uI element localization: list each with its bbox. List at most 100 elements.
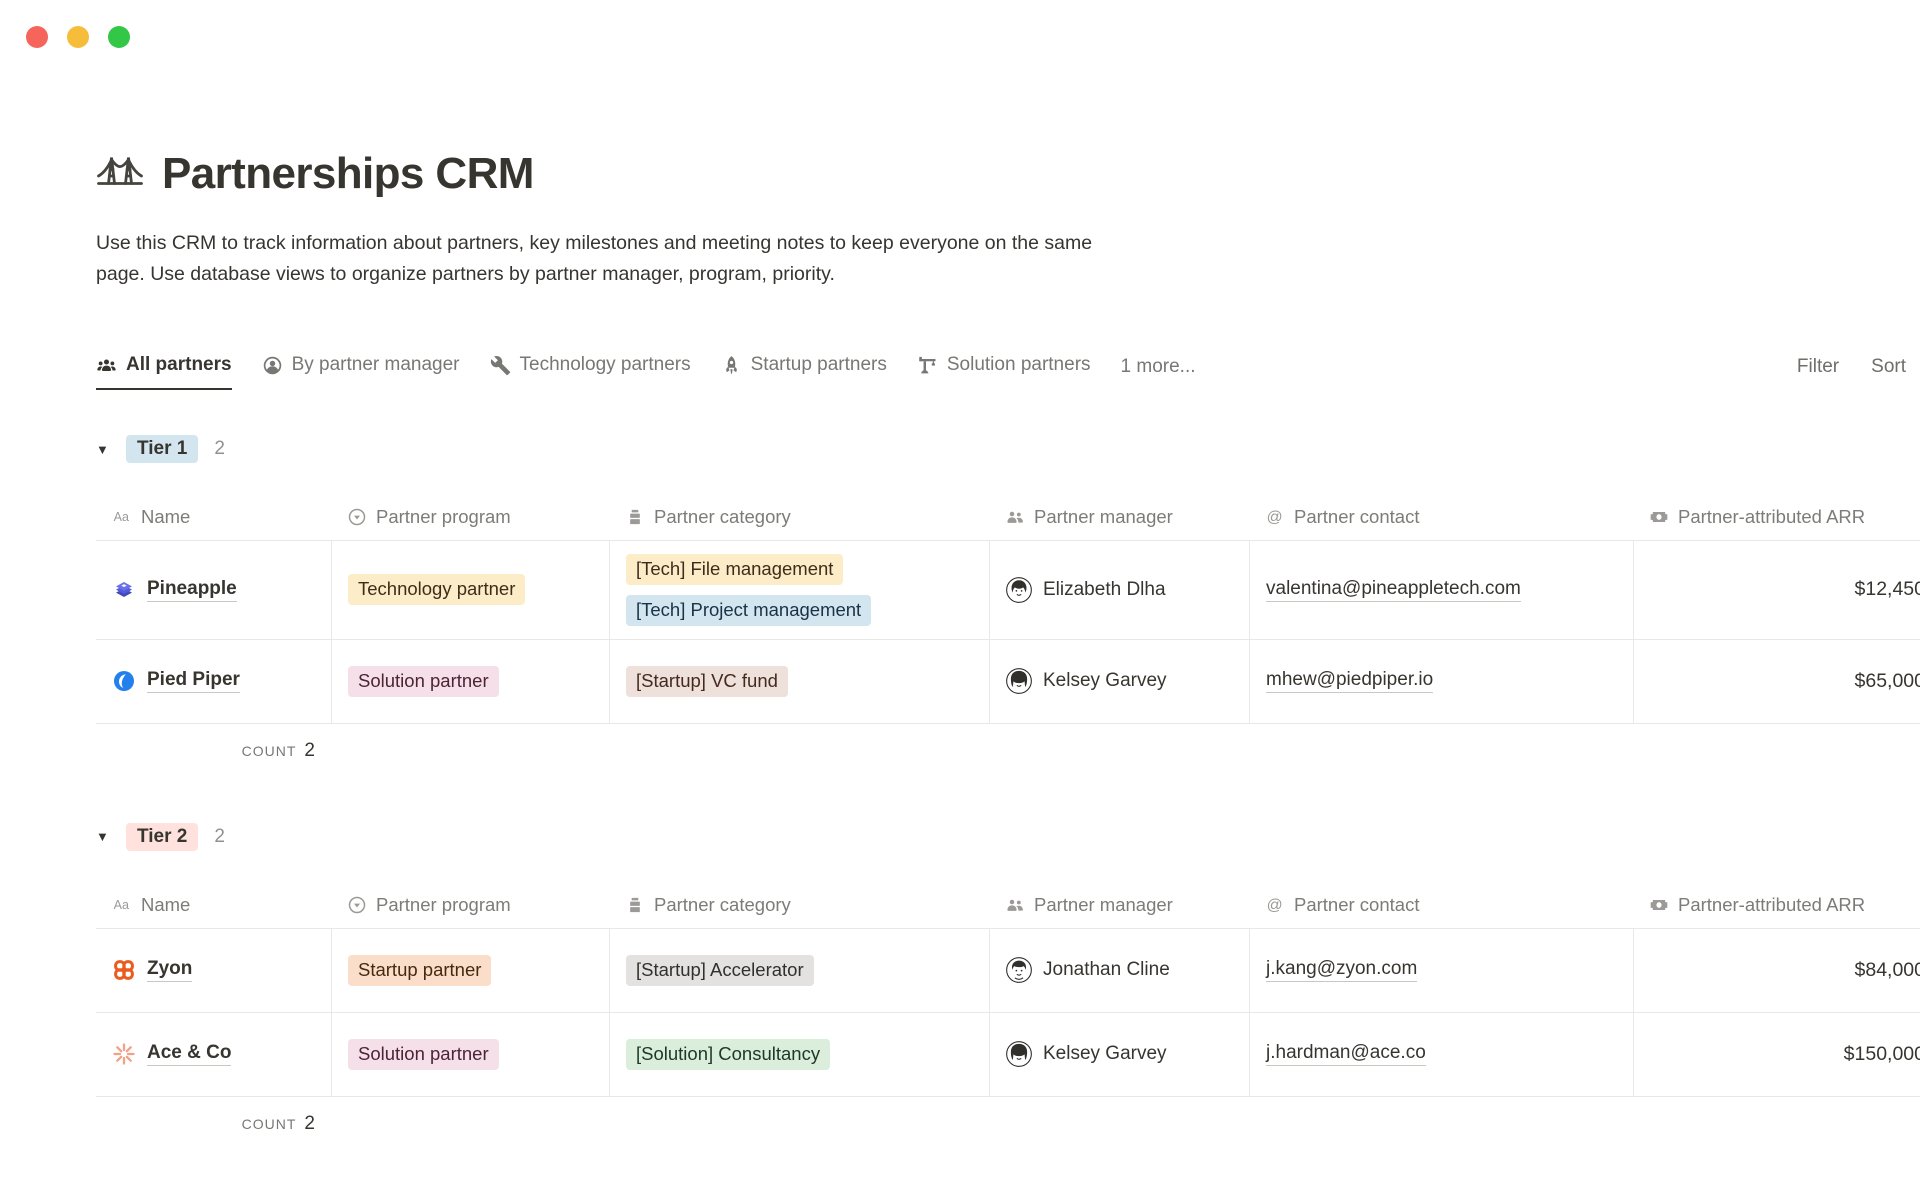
- page-description: Use this CRM to track information about …: [96, 228, 1920, 290]
- category-tag: [Solution] Consultancy: [626, 1038, 831, 1070]
- group-section-tier-1: ▼ Tier 1 2 Aa Name Partner program Partner cat…: [96, 432, 1920, 778]
- group-badge[interactable]: Tier 1: [126, 435, 199, 463]
- triangle-down-icon[interactable]: ▼: [96, 829, 109, 845]
- bridge-icon[interactable]: [96, 150, 144, 198]
- sort-button[interactable]: Sort: [1871, 356, 1906, 377]
- cell-partner-contact[interactable]: mhew@piedpiper.io: [1249, 639, 1633, 724]
- cell-partner-program[interactable]: Solution partner: [331, 639, 609, 724]
- count-value[interactable]: 2: [304, 1112, 315, 1134]
- select-icon: [347, 895, 367, 915]
- triangle-down-icon[interactable]: ▼: [96, 441, 109, 457]
- row-name-link[interactable]: Zyon: [147, 958, 193, 983]
- cell-partner-program[interactable]: Technology partner: [331, 541, 609, 640]
- group-header: ▼ Tier 1 2: [96, 432, 1920, 466]
- column-header-partner-manager[interactable]: Partner manager: [989, 882, 1249, 929]
- description-line: Use this CRM to track information about …: [96, 232, 1093, 254]
- window-controls: [26, 26, 130, 48]
- zoom-button[interactable]: [108, 26, 130, 48]
- database-groups: ▼ Tier 1 2 Aa Name Partner program Partner cat…: [96, 432, 1920, 1151]
- column-header-partner-manager[interactable]: Partner manager: [989, 494, 1249, 541]
- tab-technology-partners[interactable]: Technology partners: [490, 354, 691, 390]
- svg-text:Aa: Aa: [114, 510, 129, 524]
- cell-partner-category[interactable]: [Startup] VC fund: [609, 639, 989, 724]
- column-header-partner-attributed-arr[interactable]: Partner-attributed ARR: [1633, 882, 1920, 929]
- column-header-partner-attributed-arr[interactable]: Partner-attributed ARR: [1633, 494, 1920, 541]
- tab-startup-partners[interactable]: Startup partners: [721, 354, 887, 390]
- email-link[interactable]: j.kang@zyon.com: [1266, 958, 1418, 983]
- manager-name: Kelsey Garvey: [1043, 1043, 1167, 1065]
- cell-partner-program[interactable]: Solution partner: [331, 1012, 609, 1097]
- cell-partner-attributed-arr[interactable]: $84,000: [1633, 928, 1920, 1013]
- cell-name[interactable]: Pied Piper: [96, 640, 331, 724]
- minimize-button[interactable]: [67, 26, 89, 48]
- cell-name[interactable]: Zyon: [96, 929, 331, 1013]
- program-tag: Technology partner: [348, 574, 526, 606]
- filter-button[interactable]: Filter: [1796, 356, 1840, 377]
- manager-name: Elizabeth Dlha: [1043, 578, 1166, 600]
- group-table: Aa Name Partner program Partner category Par…: [96, 494, 1920, 724]
- tab-by-partner-manager[interactable]: By partner manager: [262, 354, 460, 390]
- column-header-partner-program[interactable]: Partner program: [331, 494, 609, 541]
- cell-partner-program[interactable]: Startup partner: [331, 928, 609, 1013]
- text-icon: Aa: [112, 895, 132, 915]
- people-icon: [1005, 895, 1025, 915]
- group-count: 2: [214, 825, 225, 847]
- page-content: Partnerships CRM Use this CRM to track i…: [96, 149, 1920, 1151]
- email-link[interactable]: mhew@piedpiper.io: [1266, 669, 1434, 694]
- svg-text:@: @: [1267, 897, 1283, 914]
- column-header-partner-category[interactable]: Partner category: [609, 494, 989, 541]
- column-header-name[interactable]: Aa Name: [96, 494, 331, 541]
- cell-partner-attributed-arr[interactable]: $65,000: [1633, 639, 1920, 724]
- column-label: Partner contact: [1294, 506, 1420, 527]
- column-header-partner-category[interactable]: Partner category: [609, 882, 989, 929]
- multi-select-icon: [625, 895, 645, 915]
- banknote-icon: [1649, 507, 1669, 527]
- cell-partner-attributed-arr[interactable]: $12,450: [1633, 541, 1920, 640]
- column-label: Partner category: [654, 506, 791, 527]
- column-label: Name: [141, 893, 191, 915]
- cell-name[interactable]: Ace & Co: [96, 1013, 331, 1097]
- cell-partner-manager[interactable]: Elizabeth Dlha: [989, 541, 1249, 640]
- piedpiper-logo: [112, 669, 136, 693]
- count-value[interactable]: 2: [304, 739, 315, 761]
- more-views-button[interactable]: 1 more...: [1120, 356, 1196, 377]
- cell-name[interactable]: Pineapple: [96, 541, 331, 640]
- row-name-link[interactable]: Pineapple: [147, 578, 237, 602]
- cell-partner-contact[interactable]: j.kang@zyon.com: [1249, 928, 1633, 1013]
- column-label: Partner-attributed ARR: [1678, 506, 1866, 527]
- cell-partner-category[interactable]: [Tech] File management [Tech] Project man…: [609, 541, 989, 640]
- column-header-partner-program[interactable]: Partner program: [331, 882, 609, 929]
- column-header-name[interactable]: Aa Name: [96, 882, 331, 929]
- category-tag: [Tech] Project management: [626, 594, 872, 626]
- cell-partner-manager[interactable]: Kelsey Garvey: [989, 639, 1249, 724]
- cell-partner-contact[interactable]: valentina@pineappletech.com: [1249, 541, 1633, 640]
- crane-icon: [917, 355, 938, 376]
- pineapple-logo: [112, 578, 136, 602]
- cell-partner-category[interactable]: [Startup] Accelerator: [609, 928, 989, 1013]
- tab-solution-partners[interactable]: Solution partners: [917, 354, 1091, 390]
- group-badge[interactable]: Tier 2: [126, 822, 199, 851]
- ace-logo: [112, 1042, 136, 1066]
- row-name-link[interactable]: Pied Piper: [147, 669, 240, 694]
- column-label: Partner-attributed ARR: [1678, 893, 1866, 915]
- cell-partner-attributed-arr[interactable]: $150,000: [1633, 1012, 1920, 1097]
- close-button[interactable]: [26, 26, 48, 48]
- column-label: Partner contact: [1294, 893, 1420, 915]
- category-tag: [Tech] File management: [626, 554, 844, 585]
- count-row: COUNT 2: [96, 1097, 1920, 1151]
- category-tag: [Startup] VC fund: [626, 665, 788, 697]
- tab-label: All partners: [126, 354, 232, 375]
- email-link[interactable]: valentina@pineappletech.com: [1266, 578, 1521, 602]
- person-circle-icon: [262, 355, 283, 376]
- cell-partner-manager[interactable]: Jonathan Cline: [989, 928, 1249, 1013]
- cell-partner-category[interactable]: [Solution] Consultancy: [609, 1012, 989, 1097]
- count-inner: COUNT 2: [96, 1113, 331, 1135]
- row-name-link[interactable]: Ace & Co: [147, 1042, 232, 1067]
- email-link[interactable]: j.hardman@ace.co: [1266, 1042, 1426, 1067]
- column-header-partner-contact[interactable]: @ Partner contact: [1249, 882, 1633, 929]
- cell-partner-contact[interactable]: j.hardman@ace.co: [1249, 1012, 1633, 1097]
- tab-all-partners[interactable]: All partners: [96, 354, 232, 390]
- cell-partner-manager[interactable]: Kelsey Garvey: [989, 1012, 1249, 1097]
- wrench-icon: [490, 355, 511, 376]
- column-header-partner-contact[interactable]: @ Partner contact: [1249, 494, 1633, 541]
